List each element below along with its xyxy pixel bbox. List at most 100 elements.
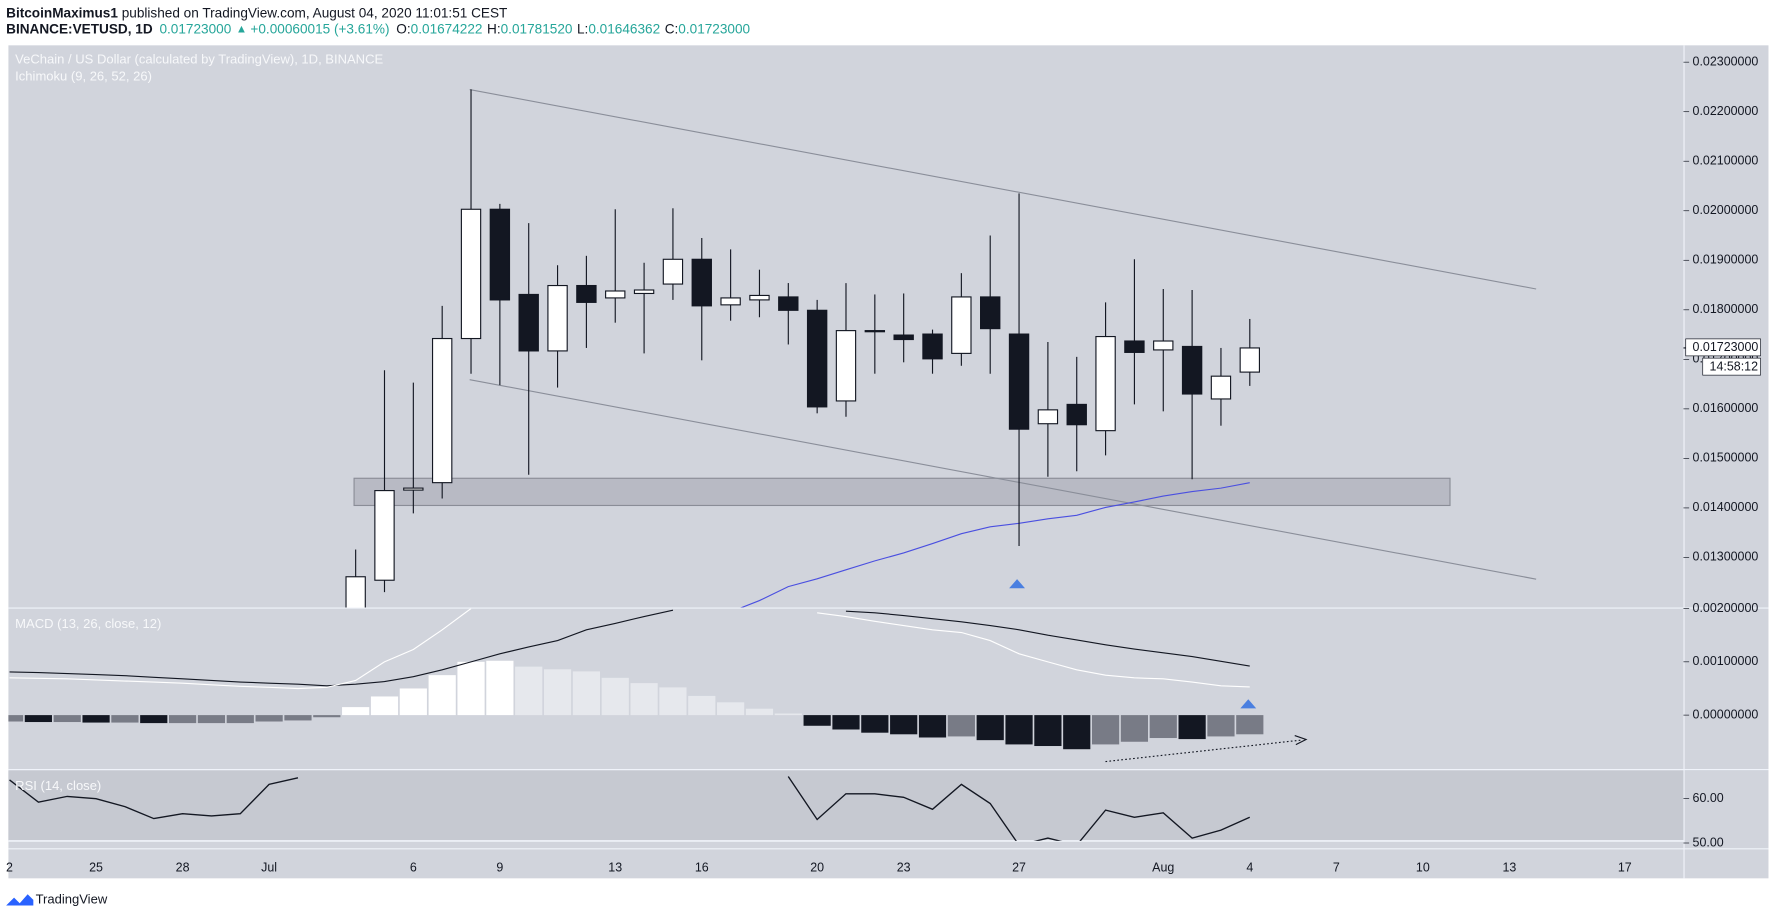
- histogram-bar: [717, 702, 745, 716]
- y-tick-label: 0.00000000: [1693, 707, 1759, 721]
- candle-body: [518, 293, 539, 352]
- support-zone: [353, 477, 1451, 507]
- histogram-bar: [486, 660, 514, 716]
- x-tick-label: 13: [608, 860, 622, 874]
- chart-title: VeChain / US Dollar (calculated by Tradi…: [15, 52, 383, 67]
- candle-body: [403, 487, 424, 491]
- series-line: [9, 608, 1250, 690]
- header-line-1: BitcoinMaximus1 published on TradingView…: [6, 5, 507, 20]
- histogram-bar: [255, 715, 283, 722]
- x-tick-label: 13: [1502, 860, 1516, 874]
- signal-marker: [1240, 699, 1257, 709]
- candle-body: [1066, 403, 1087, 426]
- candle-body: [893, 334, 914, 341]
- histogram-bar: [399, 688, 427, 716]
- candle-body: [1037, 409, 1059, 425]
- x-tick-label: 16: [695, 860, 709, 874]
- footer: TradingView: [6, 891, 108, 906]
- series-line: [9, 609, 1250, 687]
- y-tick-label: 60.00: [1693, 791, 1724, 805]
- histogram-bar: [832, 715, 860, 730]
- candle-body: [980, 296, 1001, 330]
- histogram-bar: [53, 715, 81, 723]
- histogram-bar: [543, 669, 572, 716]
- x-tick-label: 28: [176, 860, 190, 874]
- histogram-bar: [1120, 715, 1149, 742]
- candle-body: [951, 296, 972, 354]
- macd-pane: [8, 608, 1264, 750]
- low-value: 0.01646362: [588, 21, 660, 36]
- y-tick-label: 0.01600000: [1693, 401, 1759, 415]
- countdown: 14:58:12: [1710, 360, 1759, 374]
- x-tick-label: 17: [1618, 860, 1632, 874]
- y-tick-label: 0.01900000: [1693, 253, 1759, 267]
- histogram-bar: [947, 715, 975, 737]
- candle-body: [864, 330, 886, 333]
- candle-body: [806, 309, 828, 408]
- y-tick-label: 0.02100000: [1693, 154, 1759, 168]
- series-line: [740, 482, 1250, 608]
- change: +0.00060015 (+3.61%): [250, 21, 389, 36]
- y-tick-label: 0.02200000: [1693, 104, 1759, 118]
- price-annotations: [353, 88, 1537, 589]
- y-tick-label: 0.00200000: [1693, 601, 1759, 615]
- histogram-bar: [1034, 715, 1062, 747]
- last-price-label: 0.01723000: [1693, 340, 1759, 354]
- histogram-bar: [370, 696, 399, 716]
- open-key: O:: [396, 21, 410, 36]
- rsi-pane: [9, 776, 1251, 841]
- histogram-bar: [861, 715, 889, 733]
- histogram-bar: [226, 715, 254, 724]
- histogram-bar: [140, 715, 168, 724]
- candle-body: [691, 258, 712, 307]
- author: BitcoinMaximus1: [6, 5, 118, 20]
- low-key: L:: [577, 21, 588, 36]
- histogram-bar: [515, 666, 543, 716]
- histogram-bar: [1063, 715, 1091, 750]
- candle-body: [662, 258, 684, 285]
- y-tick-label: 0.01400000: [1693, 500, 1759, 514]
- candle-body: [1124, 340, 1145, 353]
- histogram-bar: [745, 708, 774, 716]
- histogram-bar: [659, 687, 687, 716]
- candle-body: [1008, 333, 1030, 430]
- histogram-bar: [890, 715, 918, 735]
- histogram-bar: [342, 707, 370, 716]
- x-tick-label: 7: [1333, 860, 1340, 874]
- histogram-bar: [630, 683, 658, 716]
- divergence-arrow-head: [1294, 734, 1308, 746]
- histogram-bar: [428, 675, 456, 716]
- candle-body: [576, 284, 597, 303]
- y-tick-label: 0.00100000: [1693, 654, 1759, 668]
- candle-body: [605, 290, 626, 299]
- brand: TradingView: [36, 891, 108, 906]
- histogram-bar: [601, 677, 629, 716]
- rsi-background: [8, 770, 1684, 841]
- candle-body: [489, 208, 511, 301]
- histogram-bar: [918, 715, 947, 738]
- candle-body: [720, 297, 741, 306]
- symbol: BINANCE:VETUSD, 1D: [6, 21, 153, 36]
- last-price: 0.01723000: [159, 21, 231, 36]
- histogram-bar: [457, 661, 485, 716]
- histogram-bar: [1207, 715, 1235, 737]
- y-tick-label: 0.02300000: [1693, 54, 1759, 68]
- indicator-label: MACD (13, 26, close, 12): [15, 616, 161, 631]
- candle-body: [633, 289, 655, 295]
- macd-annotations: [1105, 699, 1308, 763]
- x-tick-label: 9: [496, 860, 503, 874]
- histogram-bar: [82, 715, 110, 723]
- countdown-box: [1702, 357, 1761, 376]
- published: published on TradingView.com, August 04,…: [118, 5, 507, 20]
- histogram-bar: [1149, 715, 1177, 739]
- histogram-bar: [803, 715, 831, 726]
- histogram-bar: [1236, 715, 1264, 735]
- histogram-bar: [284, 715, 312, 721]
- channel-lower: [469, 379, 1537, 580]
- y-tick-label: 0.02000000: [1693, 203, 1759, 217]
- candle-body: [1153, 340, 1174, 351]
- series-line: [9, 776, 1251, 841]
- divergence-arrow: [1105, 739, 1302, 763]
